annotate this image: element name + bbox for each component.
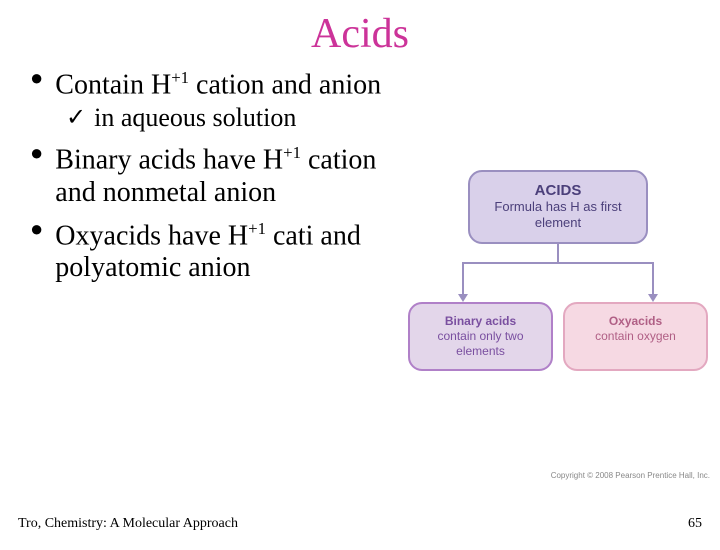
- connector-line: [557, 244, 559, 262]
- bullet-text: Binary acids have H+1 cation and nonmeta…: [55, 137, 395, 208]
- page-number: 65: [688, 516, 702, 532]
- text-part: Contain H: [55, 69, 171, 100]
- diagram-binary-box: Binary acids contain only two elements: [408, 302, 553, 371]
- superscript: +1: [171, 68, 189, 87]
- text-part: cation and anion: [189, 69, 381, 100]
- bullet-text: Contain H+1 cation and anion: [55, 62, 381, 101]
- superscript: +1: [283, 143, 301, 162]
- copyright-text: Copyright © 2008 Pearson Prentice Hall, …: [551, 471, 710, 480]
- superscript: +1: [248, 219, 266, 238]
- bullet-dot: ●: [30, 62, 43, 94]
- diagram-top-sub: Formula has H as first element: [478, 199, 638, 232]
- text-part: Oxyacids have H: [55, 220, 248, 251]
- binary-sub: contain only two elements: [416, 329, 545, 359]
- footer: Tro, Chemistry: A Molecular Approach 65: [18, 516, 702, 532]
- connector-line: [462, 262, 654, 264]
- acids-diagram: ACIDS Formula has H as first element Bin…: [408, 170, 708, 371]
- binary-title: Binary acids: [416, 314, 545, 329]
- arrowhead-icon: [458, 294, 468, 302]
- slide-title: Acids: [0, 10, 720, 58]
- diagram-oxy-box: Oxyacids contain oxygen: [563, 302, 708, 371]
- arrowhead-icon: [648, 294, 658, 302]
- bullet-text: Oxyacids have H+1 cati and polyatomic an…: [55, 213, 395, 284]
- connector-line: [652, 262, 654, 294]
- check-icon: ✓: [66, 103, 86, 133]
- diagram-top-box: ACIDS Formula has H as first element: [468, 170, 648, 244]
- diagram-children-row: Binary acids contain only two elements O…: [408, 302, 708, 371]
- footer-left: Tro, Chemistry: A Molecular Approach: [18, 516, 238, 532]
- text-part: Binary acids have H: [55, 145, 283, 176]
- diagram-top-title: ACIDS: [478, 182, 638, 199]
- bullet-1: ● Contain H+1 cation and anion: [30, 62, 700, 101]
- oxy-title: Oxyacids: [571, 314, 700, 329]
- oxy-sub: contain oxygen: [571, 329, 700, 344]
- connector-line: [462, 262, 464, 294]
- bullet-dot: ●: [30, 137, 43, 169]
- bullet-dot: ●: [30, 213, 43, 245]
- diagram-connectors: [408, 244, 708, 302]
- sub-text: in aqueous solution: [94, 103, 296, 133]
- sub-bullet-1: ✓ in aqueous solution: [66, 103, 700, 133]
